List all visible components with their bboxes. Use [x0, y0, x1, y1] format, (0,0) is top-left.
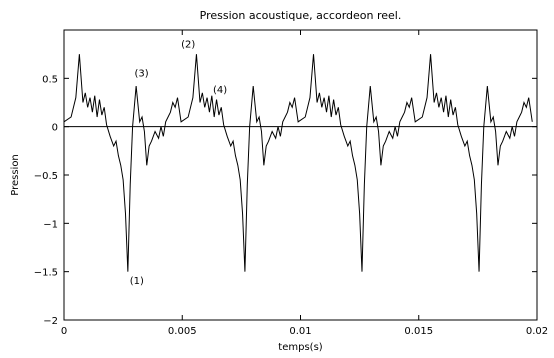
y-tick-label: −2	[43, 316, 58, 327]
x-tick-label: 0.02	[526, 326, 548, 337]
annotations: (1) (2) (3) (4)	[130, 39, 228, 287]
annotation-label: (2)	[181, 39, 195, 50]
annotation-label: (3)	[134, 68, 148, 79]
chart-title: Pression acoustique, accordeon reel.	[200, 9, 402, 22]
y-tick-label: 0.5	[42, 74, 58, 85]
y-axis-label: Pression	[10, 154, 21, 196]
y-tick-label: −0.5	[34, 171, 58, 182]
x-axis-ticks: 0 0.005 0.01 0.015 0.02	[61, 30, 548, 337]
x-tick-label: 0.005	[168, 326, 197, 337]
annotation-label: (4)	[213, 85, 227, 96]
x-axis-label: temps(s)	[278, 342, 322, 353]
x-tick-label: 0.01	[289, 326, 311, 337]
x-tick-label: 0.015	[404, 326, 433, 337]
y-tick-label: −1	[43, 219, 58, 230]
y-axis-ticks: −2 −1.5 −1 −0.5 0 0.5	[34, 74, 537, 327]
y-tick-label: 0	[52, 123, 58, 134]
annotation-label: (1)	[130, 276, 144, 287]
x-tick-label: 0	[61, 326, 67, 337]
pressure-line	[63, 54, 533, 272]
y-tick-label: −1.5	[34, 268, 58, 279]
